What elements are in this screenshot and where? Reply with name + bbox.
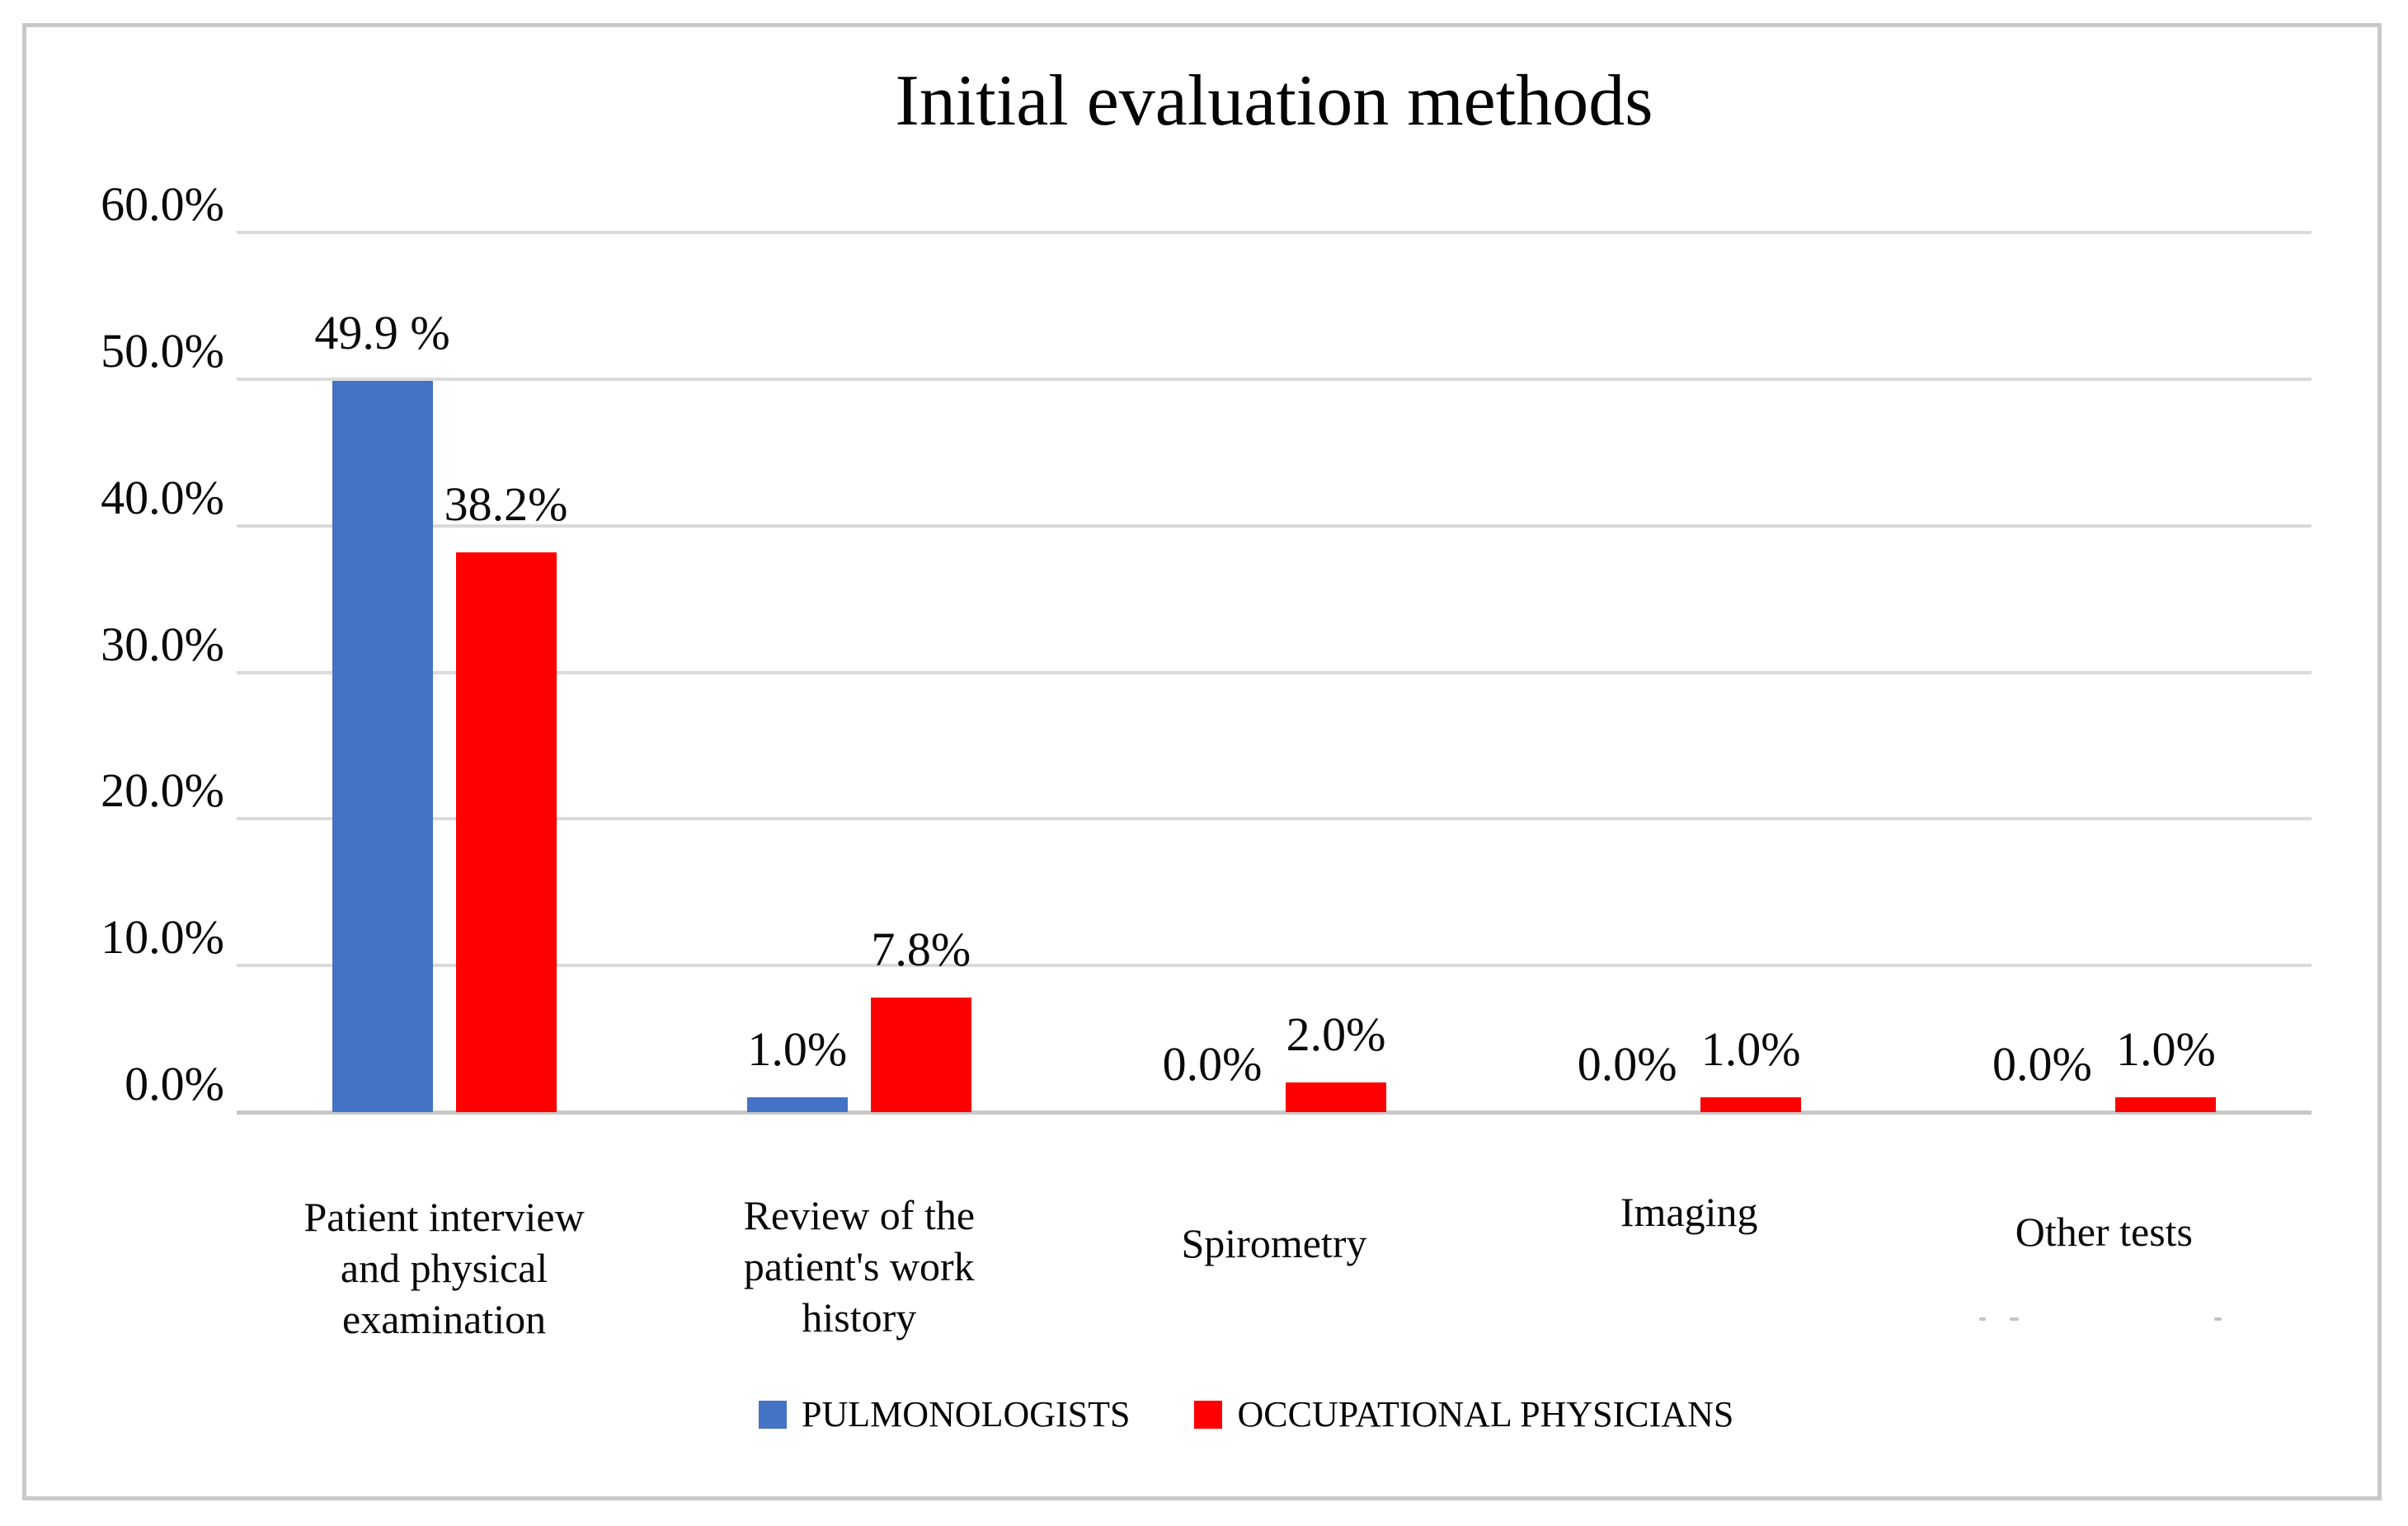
y-tick-label-50: 50.0% (101, 323, 224, 378)
data-label-pulmonologists-imaging: 0.0% (1577, 1037, 1677, 1091)
data-label-pulmonologists-patient-interview: 49.9 % (314, 305, 450, 359)
data-label-occupational-physicians-work-history: 7.8% (871, 923, 971, 977)
category-label-patient-interview: Patient interview and physical examination (303, 1194, 585, 1342)
gridline-30 (237, 670, 2312, 674)
gridline-50 (237, 377, 2312, 381)
plot-area: 49.9 % 38.2% 1.0% 7.8% 0.0% 2.0% 0.0% 1.0% 0.0% 1… (237, 231, 2312, 1115)
legend-item-pulmonologists: PULMONOLOGISTS (759, 1397, 1130, 1433)
data-label-occupational-physicians-patient-interview: 38.2% (444, 477, 568, 531)
artifact-mark (2010, 1317, 2019, 1321)
category-label-work-history: Review of the patient's work history (743, 1192, 976, 1341)
bar-occupational-physicians-patient-interview (455, 552, 557, 1112)
data-label-pulmonologists-spirometry: 0.0% (1162, 1037, 1263, 1091)
category-label-spirometry: Spirometry (1181, 1220, 1367, 1266)
legend: PULMONOLOGISTS OCCUPATIONAL PHYSICIANS (759, 1397, 1733, 1433)
x-axis-line (237, 1110, 2312, 1115)
bar-occupational-physicians-spirometry (1286, 1082, 1386, 1112)
data-label-occupational-physicians-imaging: 1.0% (1700, 1022, 1801, 1077)
y-tick-label-10: 10.0% (101, 910, 224, 965)
legend-label-occupational-physicians: OCCUPATIONAL PHYSICIANS (1237, 1394, 1734, 1434)
y-tick-label-20: 20.0% (101, 763, 224, 818)
gridline-40 (237, 524, 2312, 528)
y-tick-label-40: 40.0% (101, 470, 224, 524)
chart-title: Initial evaluation methods (895, 61, 1653, 141)
data-label-pulmonologists-other-tests: 0.0% (1992, 1037, 2092, 1091)
bar-occupational-physicians-imaging (1700, 1097, 1802, 1112)
y-tick-label-30: 30.0% (101, 617, 224, 671)
category-label-other-tests: Other tests (2015, 1209, 2193, 1255)
bar-occupational-physicians-work-history (870, 998, 971, 1112)
bar-pulmonologists-patient-interview (332, 380, 433, 1112)
legend-swatch-occupational-physicians-icon (1194, 1401, 1223, 1429)
artifact-mark (1979, 1317, 1986, 1321)
legend-item-occupational-physicians: OCCUPATIONAL PHYSICIANS (1194, 1397, 1733, 1433)
legend-label-pulmonologists: PULMONOLOGISTS (802, 1394, 1131, 1434)
artifact-mark (2214, 1317, 2222, 1321)
data-label-pulmonologists-work-history: 1.0% (747, 1022, 848, 1077)
gridline-20 (237, 817, 2312, 821)
y-tick-label-0: 0.0% (125, 1057, 224, 1110)
legend-swatch-pulmonologists-icon (759, 1401, 787, 1429)
bar-pulmonologists-work-history (746, 1097, 848, 1112)
gridline-10 (237, 964, 2312, 968)
y-tick-label-60: 60.0% (101, 177, 224, 231)
data-label-occupational-physicians-spirometry: 2.0% (1286, 1007, 1386, 1062)
bar-occupational-physicians-other-tests (2115, 1097, 2217, 1112)
data-label-occupational-physicians-other-tests: 1.0% (2115, 1022, 2216, 1077)
gridline-60 (237, 231, 2312, 234)
category-label-imaging: Imaging (1620, 1189, 1758, 1235)
